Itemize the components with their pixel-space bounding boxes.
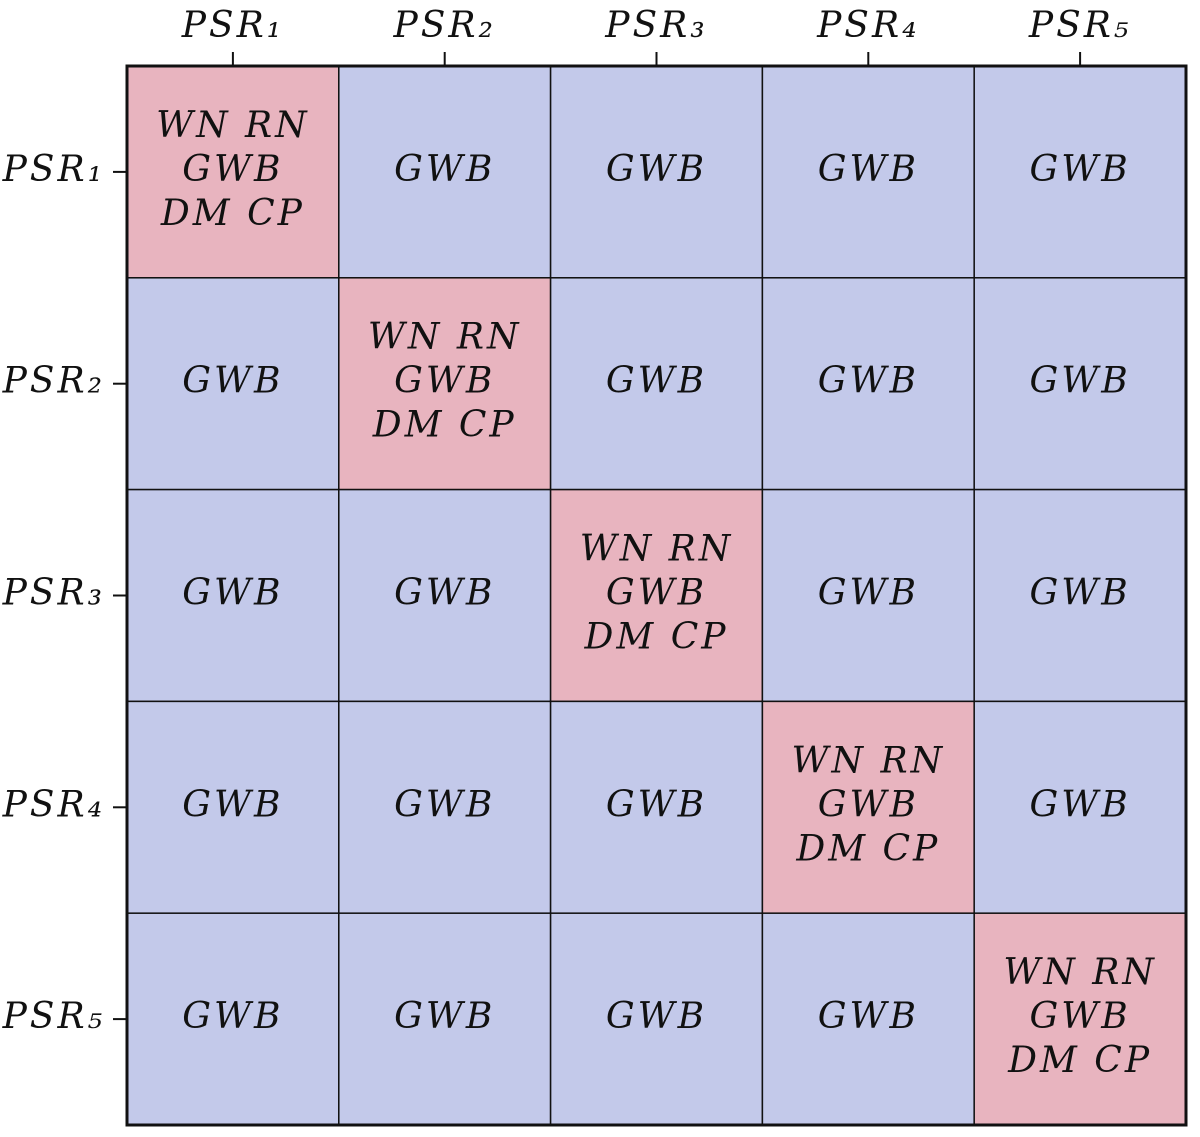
cell-text: DM CP: [160, 193, 305, 234]
row-label: PSR₂: [2, 361, 105, 402]
cell: [761, 912, 975, 1126]
cell-text: GWB: [1029, 361, 1130, 402]
cell: [338, 912, 552, 1126]
cell-text: GWB: [394, 361, 495, 402]
row-label: PSR₁: [2, 149, 105, 190]
cell-text: GWB: [818, 361, 919, 402]
cell-text: GWB: [818, 996, 919, 1037]
cell: [549, 488, 764, 703]
column-label: PSR₄: [816, 5, 919, 46]
cell-text: GWB: [606, 784, 707, 825]
cell: [973, 65, 1187, 279]
cell-text: GWB: [394, 573, 495, 614]
cell-text: GWB: [182, 784, 283, 825]
cell-text: GWB: [394, 996, 495, 1037]
cell-text: GWB: [182, 573, 283, 614]
cell: [973, 277, 1187, 491]
column-label: PSR₃: [604, 5, 707, 46]
cell-text: DM CP: [795, 828, 940, 869]
cell: [973, 912, 1187, 1126]
cell-text: WN RN: [156, 105, 310, 146]
cell-text: DM CP: [372, 405, 517, 446]
cell-text: GWB: [394, 149, 495, 190]
cell: [338, 65, 552, 279]
cell-text: GWB: [182, 149, 283, 190]
cell: [761, 277, 975, 491]
cell: [549, 912, 764, 1126]
cell-text: GWB: [818, 149, 919, 190]
frame: [125, 64, 1188, 1127]
cell-text: GWB: [1029, 149, 1130, 190]
cell: [338, 700, 552, 914]
row-label: PSR₃: [2, 573, 105, 614]
cell: [126, 488, 340, 703]
column-label: PSR₁: [181, 5, 284, 46]
row-label: PSR₅: [2, 996, 105, 1037]
cell: [761, 488, 975, 703]
cell: [973, 700, 1187, 914]
cell-text: DM CP: [1007, 1040, 1152, 1081]
cell: [973, 488, 1187, 703]
cell-text: WN RN: [1003, 952, 1157, 993]
cell: [761, 700, 975, 914]
cell-text: GWB: [818, 784, 919, 825]
cell: [126, 65, 340, 279]
cell: [126, 700, 340, 914]
cell-text: GWB: [182, 996, 283, 1037]
cell-text: DM CP: [584, 617, 729, 658]
cell-text: GWB: [1029, 573, 1130, 614]
cell-text: GWB: [606, 573, 707, 614]
cell-text: GWB: [606, 996, 707, 1037]
cell-text: WN RN: [580, 529, 734, 570]
cell: [338, 488, 552, 703]
cell-text: GWB: [1029, 996, 1130, 1037]
column-label: PSR₅: [1028, 5, 1131, 46]
row-label: PSR₄: [2, 784, 105, 825]
cell-text: WN RN: [792, 740, 946, 781]
cell: [549, 700, 764, 914]
cell-text: GWB: [818, 573, 919, 614]
cell: [549, 277, 764, 491]
column-label: PSR₂: [392, 5, 495, 46]
cell: [761, 65, 975, 279]
cell-text: GWB: [1029, 784, 1130, 825]
cell-text: GWB: [182, 361, 283, 402]
cell: [126, 277, 340, 491]
cell-text: GWB: [606, 149, 707, 190]
cell-text: WN RN: [368, 317, 522, 358]
cell-text: GWB: [606, 361, 707, 402]
cell-text: GWB: [394, 784, 495, 825]
